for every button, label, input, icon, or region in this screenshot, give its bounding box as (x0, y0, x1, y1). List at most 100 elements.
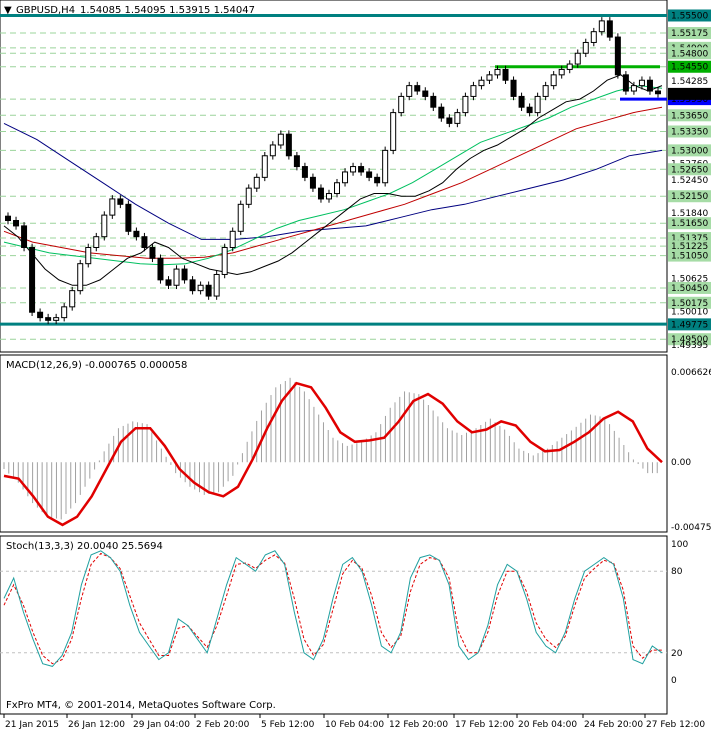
price-tick-label: 1.54285 (671, 77, 708, 87)
price-tick-label: 1.55500 (671, 11, 708, 21)
stochastic-indicator (0, 550, 667, 667)
price-tag (668, 47, 711, 60)
stoch-tick-label: 100 (671, 540, 688, 550)
candle-body (470, 85, 477, 97)
candle-body (141, 236, 148, 248)
price-tick-label: 1.54800 (671, 49, 708, 59)
candle-body (526, 106, 533, 114)
candle-body (486, 74, 493, 81)
candle-body (382, 149, 389, 184)
price-tick-label: 1.51650 (671, 219, 708, 229)
candle-body (173, 268, 180, 286)
candle-body (558, 68, 565, 76)
stoch-tick-label: 20 (671, 649, 683, 659)
candle-body (181, 268, 188, 281)
candle-body (261, 155, 268, 178)
copyright-text: FxPro MT4, © 2001-2014, MetaQuotes Softw… (6, 700, 276, 711)
time-tick-label: 26 Jan 12:00 (68, 720, 125, 730)
ma-green-line (3, 85, 663, 266)
candle-body (342, 171, 349, 184)
price-tag (668, 109, 711, 122)
time-axis: 21 Jan 2015 26 Jan 12:00 29 Jan 04:00 2 Feb… (3, 714, 705, 730)
time-tick-label: 12 Feb 20:00 (389, 720, 448, 730)
symbol-dropdown-arrow[interactable]: ▼ (4, 5, 12, 16)
time-tick-label: 24 Feb 20:00 (584, 720, 643, 730)
price-tick-label: 1.52650 (671, 165, 708, 175)
ma-red-line (3, 106, 663, 259)
price-tag (668, 249, 711, 262)
time-tick-label: 10 Feb 04:00 (325, 720, 384, 730)
moving-averages (3, 74, 663, 286)
price-tick-label: 1.50175 (671, 299, 708, 309)
ma-blue-line (3, 122, 663, 240)
price-tag (668, 333, 711, 346)
price-grid (0, 32, 667, 340)
macd-tick-label: 0.006626 (671, 368, 711, 378)
candle-body (534, 95, 541, 114)
candle-body (37, 311, 44, 319)
candle-body (165, 279, 172, 286)
price-tick-label: 1.51050 (671, 252, 708, 262)
price-tick-label: 1.50010 (671, 308, 708, 318)
price-tag (668, 296, 711, 309)
stoch-tick-label: 80 (671, 567, 683, 577)
price-tick-label: 1.50625 (671, 275, 708, 285)
candle-body (422, 90, 429, 97)
candle-body (374, 176, 381, 184)
price-tick-label: 1.53950 (671, 95, 708, 105)
candle-body (309, 176, 316, 189)
time-tick-label: 17 Feb 12:00 (455, 720, 514, 730)
candle-body (358, 166, 365, 173)
candle-body (237, 203, 244, 232)
price-tick-label: 1.53350 (671, 127, 708, 137)
price-tick-label: 1.53000 (671, 146, 708, 156)
candle-body (550, 74, 557, 87)
candle-body (109, 198, 116, 216)
candle-body (654, 90, 661, 95)
time-tick-label: 20 Feb 04:00 (518, 720, 577, 730)
time-tick-label: 29 Jan 04:00 (133, 720, 190, 730)
candle-body (606, 20, 613, 38)
candle-body (414, 85, 421, 92)
time-tick-label: 2 Feb 20:00 (196, 720, 250, 730)
macd-indicator (3, 377, 663, 527)
candle-body (269, 144, 276, 157)
macd-tick-label: 0.00 (671, 458, 691, 468)
price-tick-label: 1.51375 (671, 234, 708, 244)
candle-body (614, 36, 621, 76)
price-tick-label: 1.51225 (671, 242, 708, 252)
candle-body (334, 182, 341, 195)
current-price-tag (668, 87, 711, 100)
candle-body (101, 214, 108, 238)
candle-body (590, 31, 597, 43)
price-tag (668, 163, 711, 176)
price-tag (668, 27, 711, 40)
candle-body (189, 279, 196, 292)
stoch-tick-label: 0 (671, 676, 677, 686)
price-tick-label: 1.52450 (671, 176, 708, 186)
candle-body (317, 187, 324, 200)
candle-body (622, 74, 629, 92)
candle-body (285, 133, 292, 157)
candlesticks (5, 17, 661, 325)
candle-body (117, 198, 124, 205)
candle-body (582, 41, 589, 54)
candle-body (293, 155, 300, 168)
candle-body (301, 166, 308, 178)
candle-body (69, 290, 76, 308)
macd-panel-frame (0, 354, 668, 533)
stoch-signal-line (3, 552, 662, 665)
candle-body (462, 95, 469, 114)
stoch-label: Stoch(13,3,3) 20.0040 25.5694 (6, 541, 163, 552)
price-tag (668, 240, 711, 253)
symbol-timeframe: GBPUSD,H4 (16, 5, 75, 16)
candle-body (574, 52, 581, 65)
candle-body (646, 79, 653, 92)
candle-body (566, 63, 573, 70)
candle-body (93, 236, 100, 248)
candle-body (133, 230, 140, 238)
ma-fast-line (3, 74, 663, 286)
candle-body (213, 273, 220, 297)
ohlc-values: 1.54085 1.54095 1.53915 1.54047 (80, 5, 255, 16)
